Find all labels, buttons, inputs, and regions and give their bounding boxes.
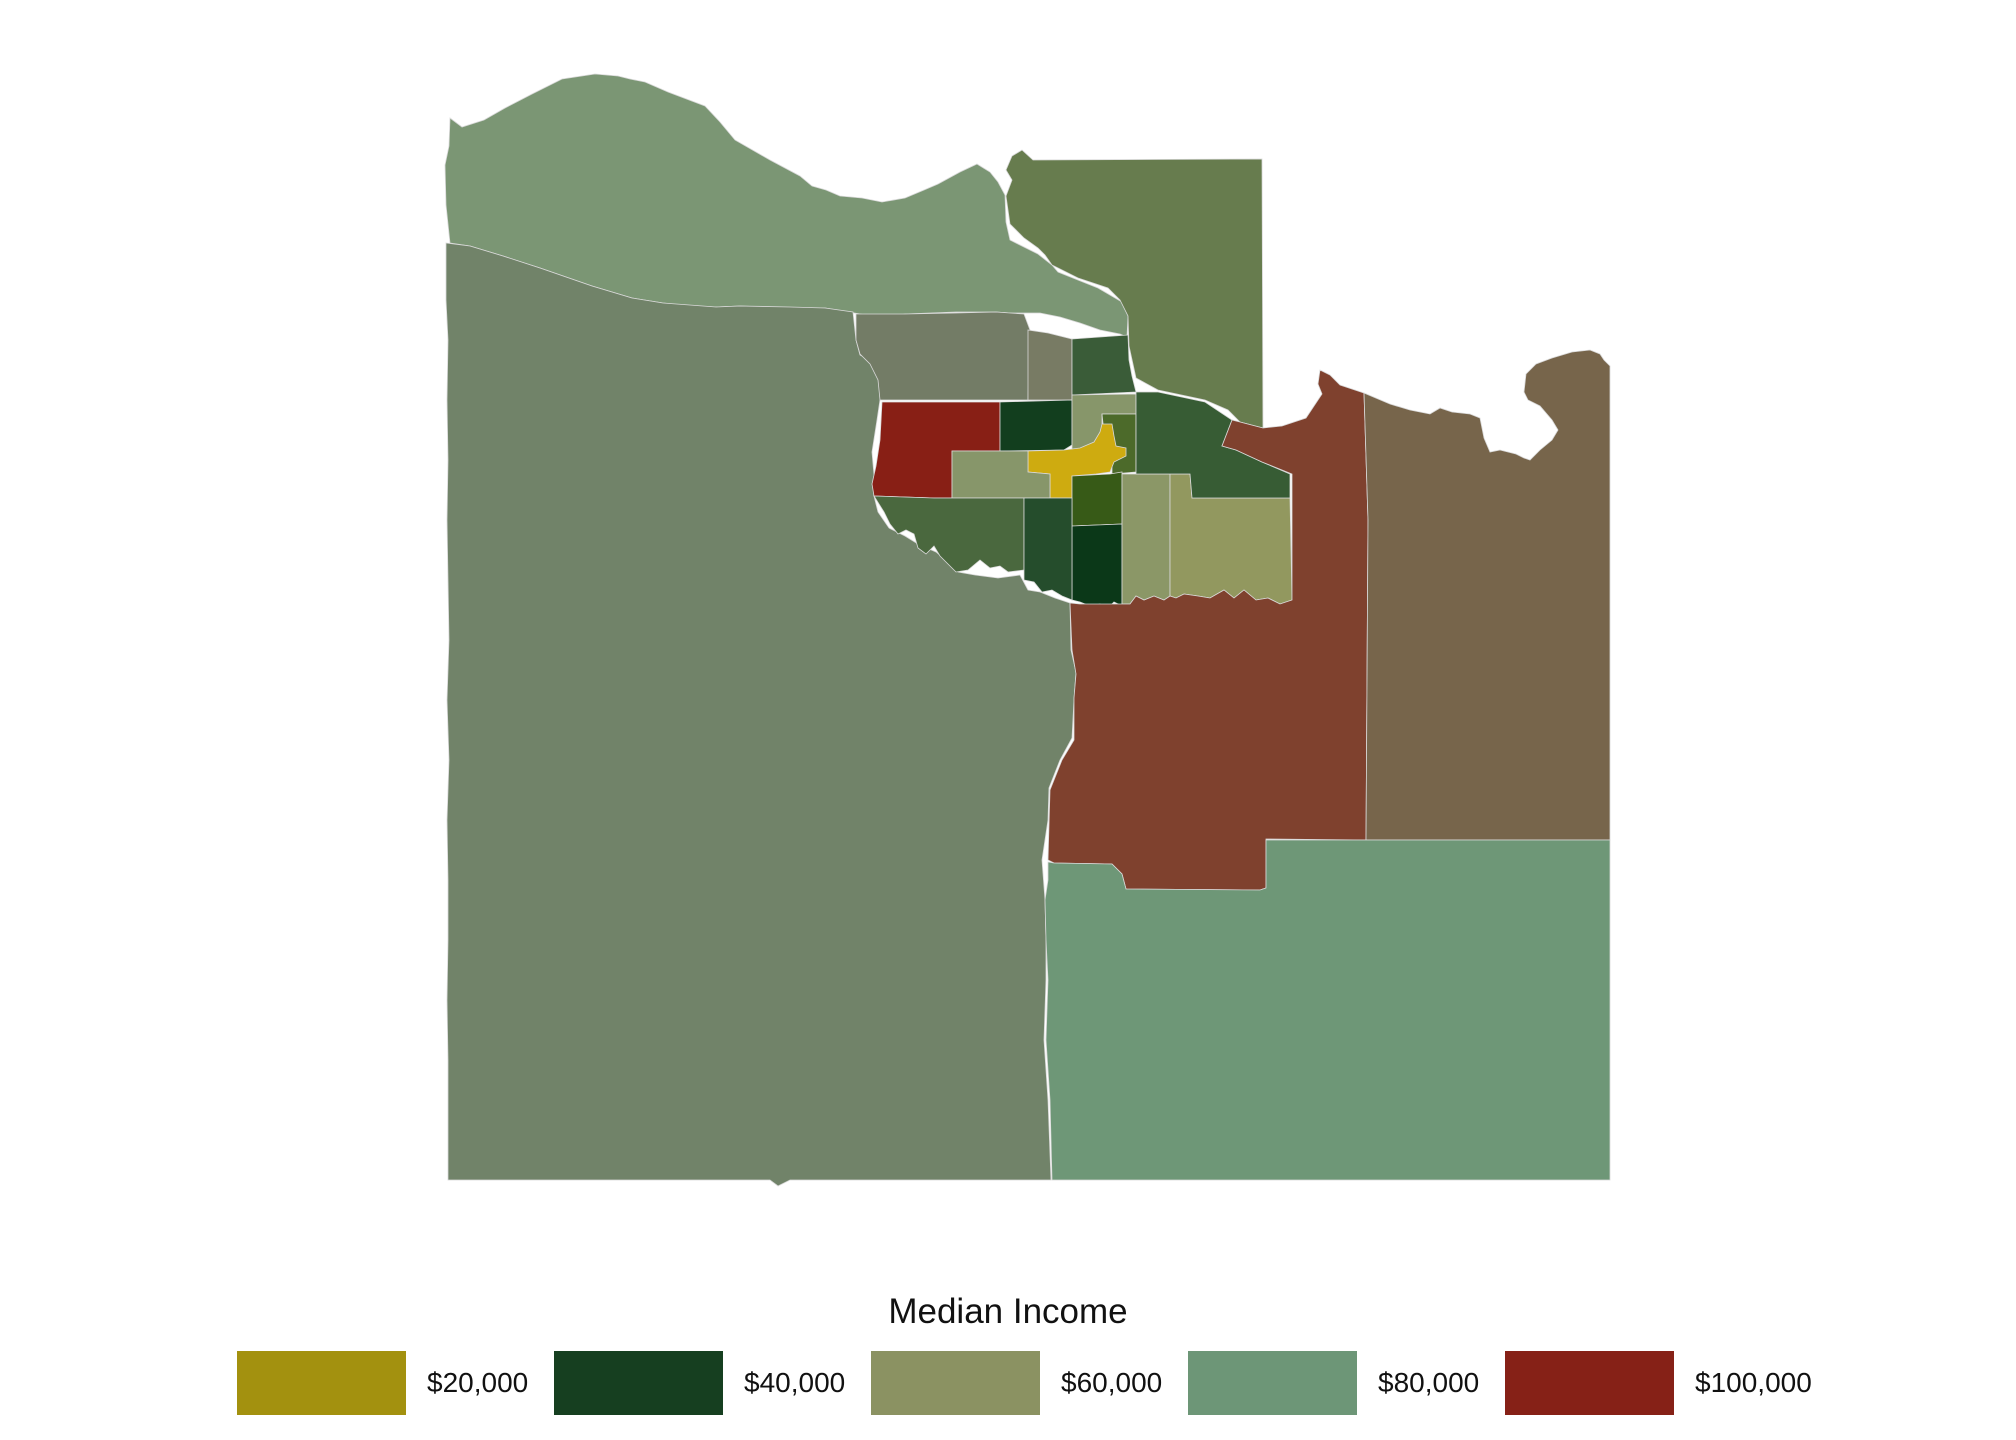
legend-label: $40,000 [744,1367,846,1398]
region-central-north[interactable] [855,311,1031,401]
legend-swatch [237,1351,406,1415]
legend-swatch [1505,1351,1674,1415]
region-northeast[interactable] [1005,149,1264,429]
legend-swatch [554,1351,723,1415]
region-center-light-b[interactable] [1121,473,1171,605]
region-far-east[interactable] [1363,349,1611,841]
legend-swatch [871,1351,1040,1415]
legend-label: $80,000 [1378,1367,1480,1398]
region-center-dark-b[interactable] [1071,334,1137,396]
region-center-olive-b[interactable] [1071,471,1123,527]
region-southeast[interactable] [1044,839,1611,1181]
region-center-dark-c[interactable] [1071,523,1123,609]
legend-label: $20,000 [427,1367,529,1398]
legend: Median Income $20,000 $40,000 $60,000 $8… [0,1290,2016,1440]
legend-swatch [1188,1351,1357,1415]
legend-label: $60,000 [1061,1367,1163,1398]
legend-label: $100,000 [1695,1367,1812,1398]
region-center-dark-a[interactable] [999,399,1073,452]
region-southwest-green[interactable] [873,495,1025,573]
region-central-north-narrow[interactable] [1027,329,1073,401]
legend-title: Median Income [888,1292,1128,1331]
region-southwest-green-b[interactable] [1023,497,1073,601]
